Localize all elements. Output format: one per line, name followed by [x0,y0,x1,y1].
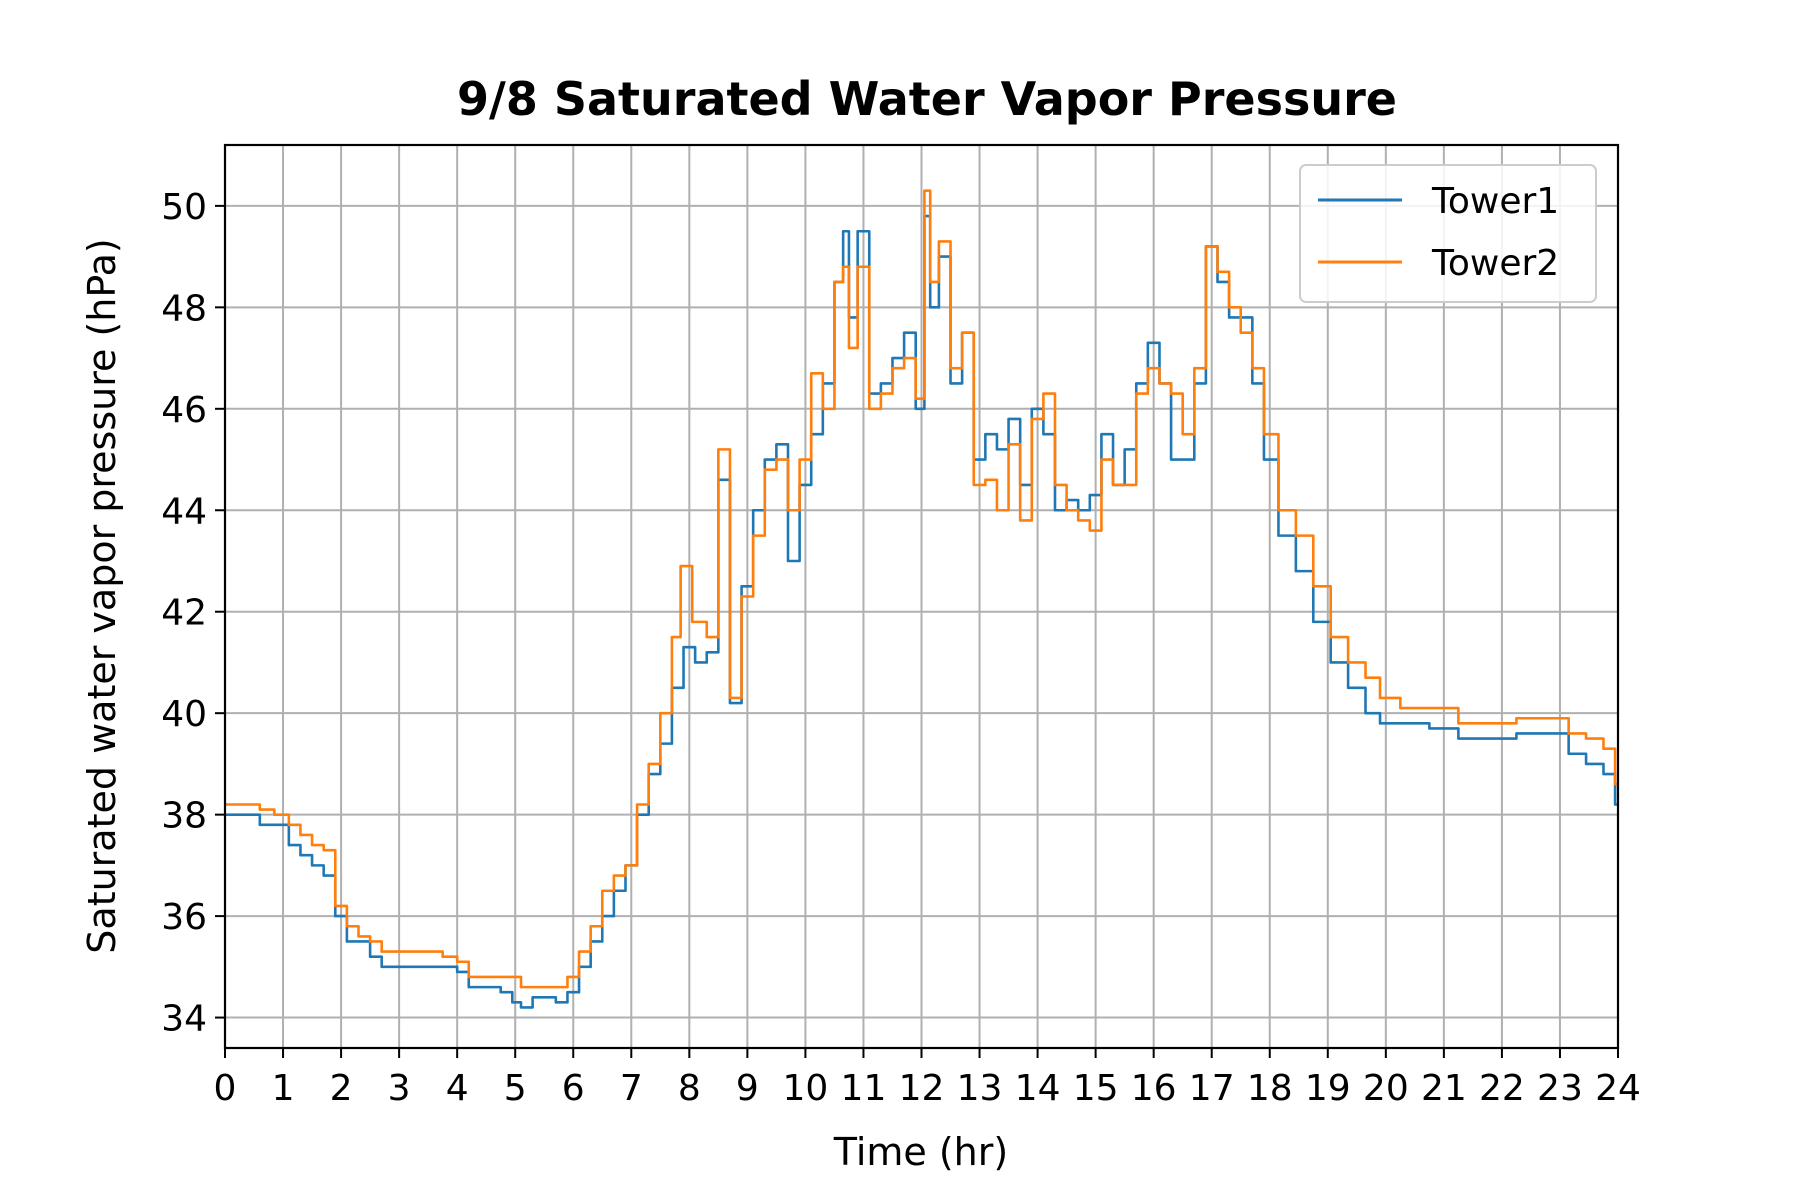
y-tick-label: 38 [161,796,207,837]
x-tick-label: 13 [957,1068,1003,1109]
x-axis-label: Time (hr) [833,1130,1008,1174]
legend-label-tower1: Tower1 [1431,181,1559,222]
x-tick-label: 6 [562,1068,585,1109]
y-tick-label: 42 [161,593,207,634]
x-tick-label: 23 [1537,1068,1583,1109]
x-tick-label: 7 [620,1068,643,1109]
y-tick-label: 50 [161,187,207,228]
y-tick-label: 40 [161,694,207,735]
x-tick-label: 9 [736,1068,759,1109]
y-tick-label: 48 [161,288,207,329]
y-tick-label: 46 [161,390,207,431]
x-tick-label: 4 [446,1068,469,1109]
legend: Tower1 Tower2 [1299,164,1597,303]
y-axis-label: Saturated water vapor pressure (hPa) [80,238,124,953]
x-tick-label: 19 [1305,1068,1351,1109]
x-tick-label: 14 [1015,1068,1061,1109]
x-tick-label: 1 [272,1068,295,1109]
x-tick-label: 3 [388,1068,411,1109]
x-tick-label: 17 [1189,1068,1235,1109]
x-tick-label: 0 [214,1068,237,1109]
y-tick-label: 34 [161,999,207,1040]
x-tick-label: 8 [678,1068,701,1109]
series-group [225,189,1618,1009]
x-tick-label: 11 [841,1068,887,1109]
x-axis: 0 1 2 3 4 5 6 7 8 9 10 11 12 13 14 15 16 17 18 19 20 21 22 23 24 [214,1048,1641,1109]
x-tick-label: 15 [1073,1068,1119,1109]
x-tick-label: 2 [330,1068,353,1109]
y-axis: 34 36 38 40 42 44 46 48 50 [161,187,225,1040]
legend-label-tower2: Tower2 [1431,243,1559,284]
chart-title: 9/8 Saturated Water Vapor Pressure [457,72,1397,126]
x-tick-label: 10 [783,1068,829,1109]
x-tick-label: 22 [1479,1068,1525,1109]
x-tick-label: 18 [1247,1068,1293,1109]
x-tick-label: 24 [1595,1068,1641,1109]
x-tick-label: 12 [899,1068,945,1109]
x-tick-label: 16 [1131,1068,1177,1109]
y-tick-label: 44 [161,491,207,532]
x-tick-label: 21 [1421,1068,1467,1109]
x-tick-label: 20 [1363,1068,1409,1109]
series-line-tower2 [225,189,1618,989]
x-tick-label: 5 [504,1068,527,1109]
y-tick-label: 36 [161,897,207,938]
